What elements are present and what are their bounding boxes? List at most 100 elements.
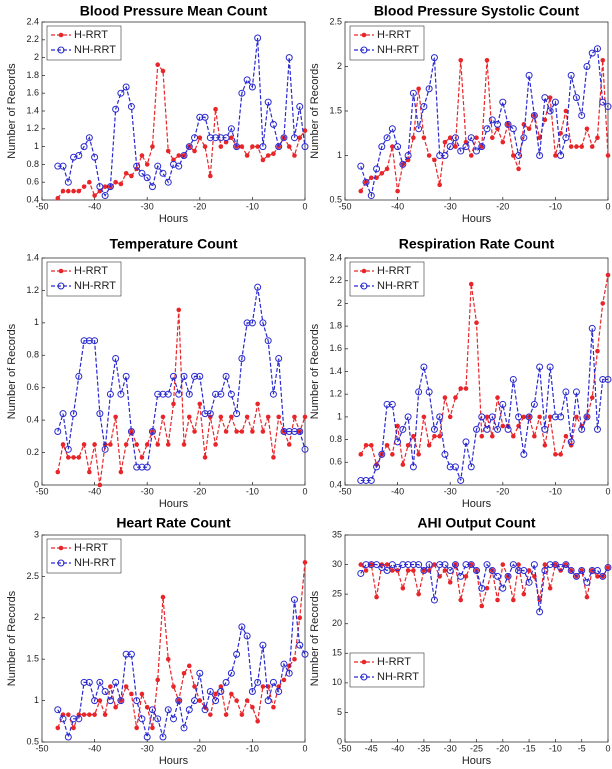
data-point — [511, 597, 516, 603]
data-point — [415, 125, 423, 133]
data-point — [223, 712, 229, 717]
data-point — [129, 173, 134, 179]
data-point — [516, 562, 521, 567]
data-point — [463, 386, 469, 391]
data-point — [239, 712, 245, 717]
data-point — [599, 375, 607, 383]
x-tick-label: -30 — [444, 486, 457, 496]
data-point — [583, 578, 591, 586]
data-point — [243, 632, 251, 640]
data-point — [474, 320, 479, 325]
data-point — [160, 594, 166, 600]
data-point — [568, 144, 574, 149]
legend-marker — [57, 46, 65, 54]
data-point — [379, 171, 385, 176]
data-point — [383, 134, 391, 142]
data-point — [201, 410, 209, 418]
data-point — [280, 427, 288, 435]
data-point — [467, 134, 475, 142]
data-point — [562, 561, 570, 569]
data-point — [362, 178, 370, 186]
data-point — [292, 153, 297, 158]
y-tick-label: 0.6 — [26, 382, 39, 392]
x-tick-label: 0 — [605, 201, 610, 211]
data-point — [122, 372, 130, 380]
data-point — [489, 433, 495, 439]
data-point — [525, 413, 533, 421]
data-point — [243, 319, 251, 327]
data-point — [97, 482, 103, 488]
y-tick-label: 0.6 — [329, 457, 342, 467]
data-point — [101, 192, 109, 200]
data-point — [197, 401, 203, 407]
data-point — [504, 572, 512, 580]
data-point — [600, 57, 606, 63]
data-point — [254, 34, 262, 42]
data-point — [138, 169, 146, 177]
data-point — [164, 178, 172, 186]
data-point — [558, 130, 563, 136]
data-point — [394, 564, 402, 572]
data-point — [264, 697, 272, 705]
data-point — [164, 390, 172, 398]
data-point — [558, 452, 563, 457]
y-axis-label: Number of Records — [309, 590, 321, 686]
data-point — [374, 594, 379, 600]
data-point — [170, 372, 177, 380]
data-point — [127, 103, 135, 111]
x-axis-label: Hours — [159, 755, 189, 767]
data-point — [238, 623, 246, 631]
series-line — [57, 599, 306, 740]
data-point — [154, 715, 162, 723]
data-point — [191, 134, 199, 142]
data-point — [139, 455, 145, 460]
data-point — [578, 111, 586, 119]
data-point — [186, 663, 192, 669]
data-point — [160, 68, 166, 74]
data-point — [175, 697, 183, 705]
legend-box — [46, 261, 122, 297]
legend-label: NH-RRT — [377, 671, 419, 683]
data-point — [404, 152, 412, 159]
y-tick-label: 1 — [337, 411, 342, 421]
x-tick-label: -10 — [246, 743, 259, 753]
x-tick-label: -40 — [88, 201, 101, 211]
data-point — [71, 725, 76, 731]
y-tick-label: 5 — [337, 707, 342, 717]
data-point — [458, 57, 464, 63]
data-point — [363, 568, 369, 573]
data-point — [255, 144, 260, 149]
data-point — [536, 152, 544, 159]
y-tick-label: 25 — [332, 589, 342, 599]
data-point — [229, 691, 234, 697]
x-tick-label: -20 — [496, 201, 509, 211]
data-point — [394, 438, 402, 446]
data-point — [367, 192, 375, 200]
data-point — [248, 319, 256, 327]
data-point — [201, 113, 209, 121]
data-point — [494, 425, 502, 433]
data-point — [394, 143, 402, 151]
data-point — [171, 684, 176, 689]
data-point — [297, 135, 303, 140]
data-point — [457, 572, 465, 580]
data-point — [447, 580, 453, 585]
data-point — [87, 712, 92, 717]
data-point — [542, 442, 548, 448]
data-point — [250, 429, 255, 434]
data-point — [91, 337, 99, 345]
legend-label: H-RRT — [377, 656, 411, 668]
data-point — [85, 337, 93, 345]
x-tick-label: -20 — [496, 743, 509, 753]
data-point — [54, 427, 62, 435]
x-tick-label: -10 — [246, 201, 259, 211]
data-point — [557, 152, 565, 159]
data-point — [255, 401, 260, 407]
x-tick-label: 0 — [302, 201, 307, 211]
data-point — [154, 390, 162, 398]
data-point — [164, 706, 172, 714]
data-point — [92, 442, 97, 447]
data-point — [467, 463, 475, 471]
y-axis-label: Number of Records — [6, 63, 18, 159]
data-point — [59, 162, 67, 170]
